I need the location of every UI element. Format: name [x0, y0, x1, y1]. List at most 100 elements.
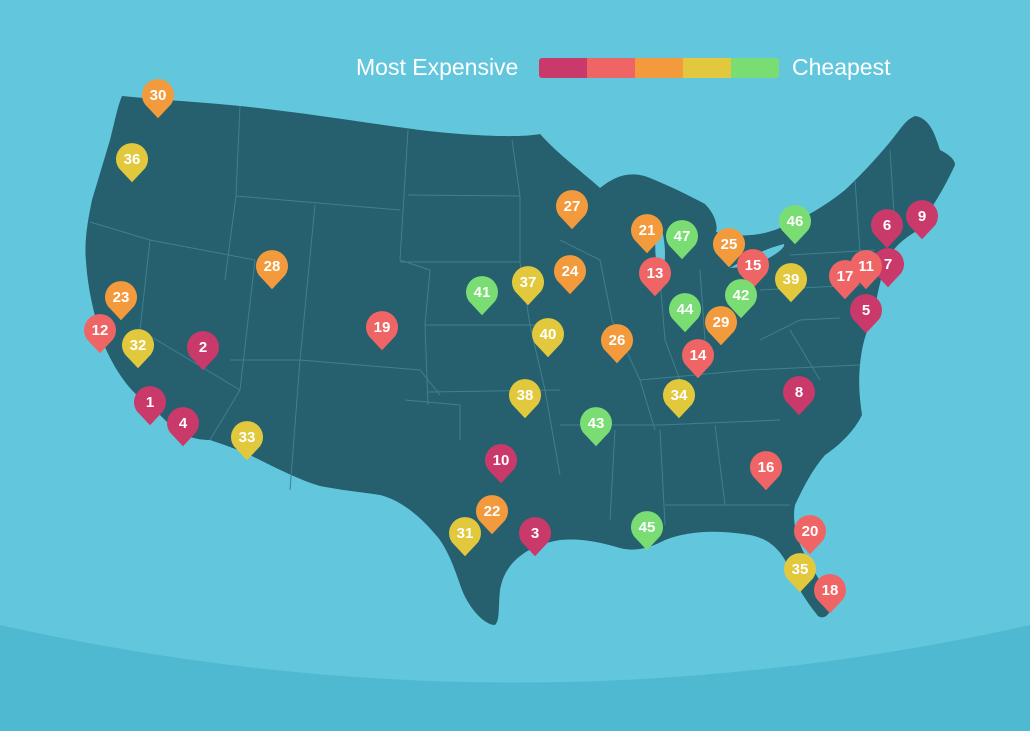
map-marker-35: 35: [784, 553, 816, 593]
marker-rank-label: 15: [745, 257, 762, 274]
map-marker-39: 39: [775, 263, 808, 303]
marker-pin: [663, 379, 696, 419]
marker-rank-label: 45: [639, 519, 656, 536]
marker-pin: [639, 257, 672, 297]
map-marker-29: 29: [705, 306, 737, 346]
map-marker-47: 47: [666, 220, 698, 260]
ocean-curve: [0, 625, 1030, 731]
marker-rank-label: 1: [146, 394, 154, 411]
legend: Most Expensive Cheapest: [0, 52, 1030, 84]
map-marker-2: 2: [187, 331, 220, 371]
map-marker-32: 32: [122, 329, 154, 369]
marker-rank-label: 36: [124, 151, 141, 168]
marker-rank-label: 24: [562, 263, 579, 280]
marker-rank-label: 13: [647, 265, 664, 282]
marker-pin: [531, 318, 564, 358]
marker-pin: [630, 214, 663, 254]
marker-rank-label: 20: [802, 523, 819, 540]
marker-rank-label: 3: [531, 525, 539, 542]
marker-rank-label: 33: [239, 429, 256, 446]
marker-rank-label: 30: [150, 87, 167, 104]
marker-rank-label: 38: [517, 387, 534, 404]
marker-rank-label: 23: [113, 289, 130, 306]
map-marker-8: 8: [783, 376, 815, 416]
map-marker-14: 14: [682, 339, 715, 379]
marker-rank-label: 47: [674, 228, 691, 245]
marker-pin: [508, 379, 541, 419]
marker-pin: [705, 306, 737, 346]
marker-rank-label: 39: [783, 271, 800, 288]
marker-pin: [871, 209, 903, 249]
marker-rank-label: 40: [540, 326, 557, 343]
marker-pin: [365, 311, 398, 351]
marker-rank-label: 28: [264, 258, 281, 275]
marker-pin: [556, 190, 588, 230]
marker-pin: [579, 407, 613, 447]
map-marker-3: 3: [519, 517, 551, 557]
map-marker-10: 10: [485, 444, 518, 484]
us-landmass: [85, 96, 956, 625]
marker-pin: [750, 451, 783, 491]
marker-rank-label: 14: [690, 347, 707, 364]
marker-pin: [600, 324, 633, 364]
marker-rank-label: 29: [713, 314, 730, 331]
marker-pin: [871, 248, 905, 288]
legend-segment-3: [635, 58, 683, 78]
marker-pin: [783, 376, 815, 416]
map-marker-13: 13: [639, 257, 672, 297]
marker-pin: [784, 553, 816, 593]
marker-rank-label: 31: [457, 525, 474, 542]
marker-rank-label: 42: [733, 287, 750, 304]
legend-color-scale: [539, 58, 779, 78]
map-marker-25: 25: [713, 228, 745, 268]
map-marker-20: 20: [794, 515, 826, 555]
marker-pin: [465, 276, 499, 316]
marker-rank-label: 21: [639, 222, 656, 239]
marker-pin: [476, 495, 509, 535]
marker-rank-label: 32: [130, 337, 147, 354]
marker-pin: [828, 260, 862, 300]
map-marker-30: 30: [142, 79, 174, 119]
map-marker-12: 12: [83, 314, 116, 354]
marker-pin: [256, 250, 289, 290]
map-marker-40: 40: [531, 318, 564, 358]
map-marker-24: 24: [554, 255, 587, 295]
marker-pin: [778, 205, 811, 245]
marker-rank-label: 17: [837, 268, 854, 285]
marker-rank-label: 18: [822, 582, 839, 599]
map-marker-17: 17: [828, 260, 862, 300]
map-marker-26: 26: [600, 324, 633, 364]
map-marker-38: 38: [508, 379, 541, 419]
legend-segment-2: [587, 58, 635, 78]
marker-rank-label: 25: [721, 236, 738, 253]
map-marker-43: 43: [579, 407, 613, 447]
marker-rank-label: 11: [858, 258, 874, 275]
marker-rank-label: 19: [374, 319, 391, 336]
marker-pin: [511, 266, 544, 306]
marker-pin: [167, 407, 199, 447]
marker-rank-label: 35: [792, 561, 809, 578]
map-marker-42: 42: [725, 279, 757, 319]
marker-rank-label: 5: [862, 302, 870, 319]
marker-rank-label: 16: [758, 459, 775, 476]
marker-rank-label: 6: [883, 217, 891, 234]
marker-pin: [116, 143, 148, 183]
marker-pin: [83, 314, 116, 354]
map-marker-6: 6: [871, 209, 903, 249]
map-marker-37: 37: [511, 266, 544, 306]
marker-pin: [849, 294, 882, 334]
map-marker-7: 7: [871, 248, 905, 288]
marker-rank-label: 22: [484, 503, 501, 520]
map-marker-9: 9: [906, 200, 938, 240]
marker-pin: [142, 79, 174, 119]
marker-pin: [134, 386, 166, 426]
map-marker-46: 46: [778, 205, 811, 245]
map-marker-44: 44: [669, 293, 702, 333]
marker-pin: [231, 421, 264, 461]
marker-layer: 1234567891011121314151617181920212223242…: [83, 79, 938, 614]
map-marker-4: 4: [167, 407, 199, 447]
marker-rank-label: 41: [474, 284, 491, 301]
marker-pin: [682, 339, 715, 379]
marker-pin: [519, 517, 551, 557]
